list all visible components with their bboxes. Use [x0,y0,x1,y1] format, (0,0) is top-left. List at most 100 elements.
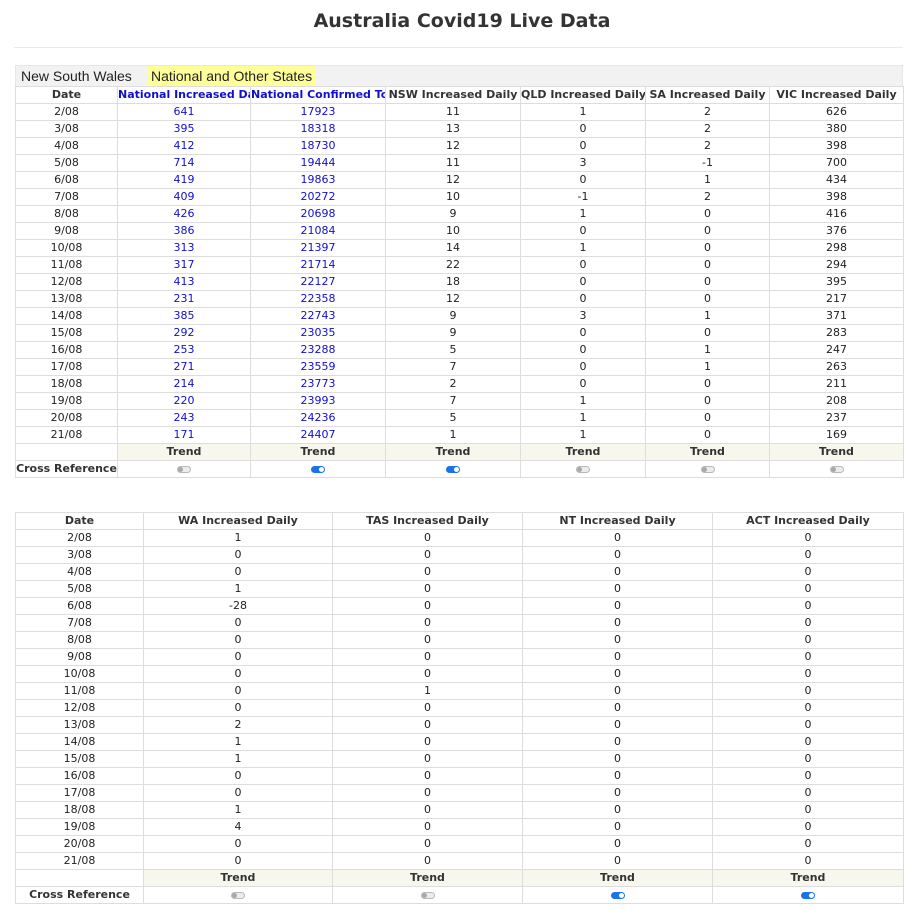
table-row: 4/08 412 18730 12 0 2 398 [15,137,904,155]
value-cell: 0 [712,699,904,717]
value-cell: 0 [332,597,523,615]
value-cell: 0 [712,546,904,564]
cross-reference-toggle[interactable] [610,891,625,899]
cross-reference-cell [332,886,523,904]
table-row: 18/08 1 0 0 0 [15,801,904,819]
value-cell: 700 [769,154,904,172]
value-cell: 18 [385,273,521,291]
value-cell: 0 [522,852,713,870]
national-states-table: Date National Increased Daily National C… [15,86,904,478]
value-cell: 0 [332,546,523,564]
date-cell: 9/08 [15,648,144,666]
value-cell: 0 [522,716,713,734]
trend-button[interactable]: Trend [385,443,521,461]
cross-reference-toggle[interactable] [311,465,325,473]
value-cell: 0 [143,852,333,870]
header-national-increased-daily[interactable]: National Increased Daily [117,86,251,104]
value-cell: 171 [117,426,251,444]
value-cell: 1 [520,103,646,121]
value-cell: 0 [645,409,770,427]
trend-button[interactable]: Trend [645,443,770,461]
header-sa-increased-daily: SA Increased Daily [645,86,770,104]
value-cell: 1 [520,205,646,223]
table-row: 10/08 313 21397 14 1 0 298 [15,239,904,257]
value-cell: 0 [645,375,770,393]
trend-button[interactable]: Trend [250,443,386,461]
trend-button[interactable]: Trend [143,869,333,887]
date-cell: 5/08 [15,580,144,598]
table-row: 3/08 395 18318 13 0 2 380 [15,120,904,138]
table-row: 5/08 714 19444 11 3 -1 700 [15,154,904,172]
value-cell: 0 [712,801,904,819]
tab-new-south-wales[interactable]: New South Wales [21,68,132,84]
table-row: 12/08 0 0 0 0 [15,699,904,717]
value-cell: 0 [332,631,523,649]
trend-button[interactable]: Trend [712,869,904,887]
value-cell: 0 [143,784,333,802]
state-tabs: New South Wales National and Other State… [15,65,903,86]
cross-reference-toggle[interactable] [700,465,715,473]
tab-national-and-other-states[interactable]: National and Other States [147,66,317,86]
value-cell: 1 [645,307,770,325]
cross-reference-toggle[interactable] [446,465,460,473]
value-cell: 1 [520,409,646,427]
value-cell: 376 [769,222,904,240]
value-cell: 0 [522,682,713,700]
value-cell: 0 [520,222,646,240]
date-cell: 2/08 [15,529,144,547]
table-row: 19/08 220 23993 7 1 0 208 [15,392,904,410]
date-cell: 13/08 [15,716,144,734]
trend-button[interactable]: Trend [117,443,251,461]
value-cell: 434 [769,171,904,189]
table-row: 21/08 0 0 0 0 [15,852,904,870]
value-cell: 0 [332,801,523,819]
cross-reference-toggle[interactable] [829,465,844,473]
value-cell: 1 [143,529,333,547]
value-cell: 0 [522,835,713,853]
cross-reference-toggle[interactable] [420,891,435,899]
value-cell: 1 [645,171,770,189]
date-cell: 13/08 [15,290,118,308]
cross-reference-cell [143,886,333,904]
value-cell: 0 [332,767,523,785]
value-cell: 0 [522,580,713,598]
table-row: 19/08 4 0 0 0 [15,818,904,836]
value-cell: 0 [520,171,646,189]
title-divider [14,47,903,48]
value-cell: 1 [520,392,646,410]
value-cell: 313 [117,239,251,257]
value-cell: -1 [645,154,770,172]
date-cell: 6/08 [15,597,144,615]
trend-button[interactable]: Trend [520,443,646,461]
value-cell: 0 [143,614,333,632]
table-row: 9/08 386 21084 10 0 0 376 [15,222,904,240]
trend-button[interactable]: Trend [522,869,713,887]
date-cell: 11/08 [15,682,144,700]
value-cell: 0 [522,597,713,615]
cross-reference-toggle[interactable] [177,465,191,473]
date-cell: 12/08 [15,699,144,717]
value-cell: 2 [385,375,521,393]
value-cell: 1 [385,426,521,444]
table-row: 21/08 171 24407 1 1 0 169 [15,426,904,444]
date-cell: 4/08 [15,563,144,581]
table-header-row: Date WA Increased Daily TAS Increased Da… [15,512,904,530]
table-row: 15/08 1 0 0 0 [15,750,904,768]
trend-button[interactable]: Trend [332,869,523,887]
cross-reference-toggle[interactable] [801,891,815,899]
value-cell: 0 [332,563,523,581]
cross-reference-toggle[interactable] [576,465,590,473]
cross-reference-toggle[interactable] [231,891,245,899]
date-cell: 12/08 [15,273,118,291]
value-cell: 0 [522,733,713,751]
trend-button[interactable]: Trend [769,443,904,461]
header-nt-increased-daily: NT Increased Daily [522,512,713,530]
value-cell: 0 [645,239,770,257]
table-row: 17/08 271 23559 7 0 1 263 [15,358,904,376]
header-national-confirmed-total[interactable]: National Confirmed Total [250,86,386,104]
trend-row: Trend Trend Trend Trend [15,869,904,887]
value-cell: 398 [769,188,904,206]
value-cell: 17923 [250,103,386,121]
value-cell: 398 [769,137,904,155]
value-cell: 395 [117,120,251,138]
